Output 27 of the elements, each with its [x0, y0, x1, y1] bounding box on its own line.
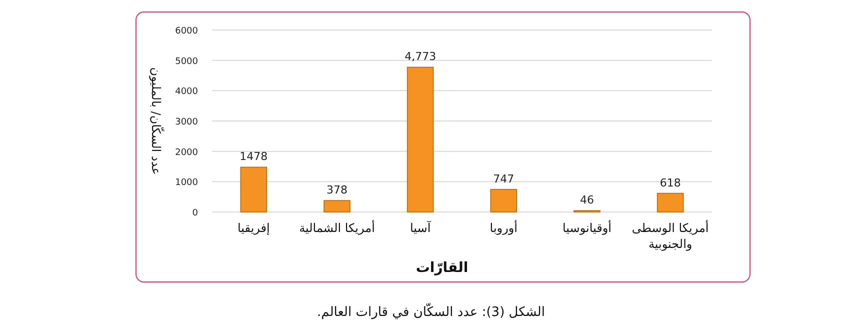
data-label: 618 — [660, 176, 681, 190]
x-tick-label: أمريكا الوسطى والجنوبية — [632, 220, 709, 251]
data-label: 747 — [493, 172, 514, 186]
y-tick-label: 4000 — [175, 87, 198, 98]
bar — [324, 200, 350, 212]
y-tick-label: 0 — [192, 208, 198, 218]
x-tick-label: إفريقيا — [237, 221, 270, 235]
data-label: 46 — [580, 194, 594, 207]
y-tick-label: 5000 — [175, 56, 198, 67]
data-label: 1478 — [240, 150, 268, 164]
bar — [240, 166, 268, 212]
bar — [490, 188, 518, 212]
bar — [656, 192, 684, 212]
text: الشكل (3): عدد السكّان في قارات العالم. — [317, 302, 545, 320]
y-tick-label: 3000 — [175, 118, 198, 128]
x-tick-label: أمريكا الشمالية — [299, 220, 375, 235]
y-tick-label: 2000 — [175, 148, 198, 158]
y-tick-label: 1000 — [175, 178, 198, 188]
x-tick-label: أوقيانوسيا — [562, 220, 612, 235]
data-label: 378 — [326, 184, 348, 197]
y-axis-title: عدد السكّان/ بالمليون — [149, 67, 166, 175]
x-axis-title: القارّات — [416, 260, 468, 276]
bar — [406, 66, 434, 212]
x-tick-label: أوروبا — [490, 220, 518, 235]
y-tick-label: 6000 — [175, 26, 198, 36]
x-tick-label: آسيا — [410, 220, 432, 235]
data-label: 4,773 — [404, 50, 436, 64]
